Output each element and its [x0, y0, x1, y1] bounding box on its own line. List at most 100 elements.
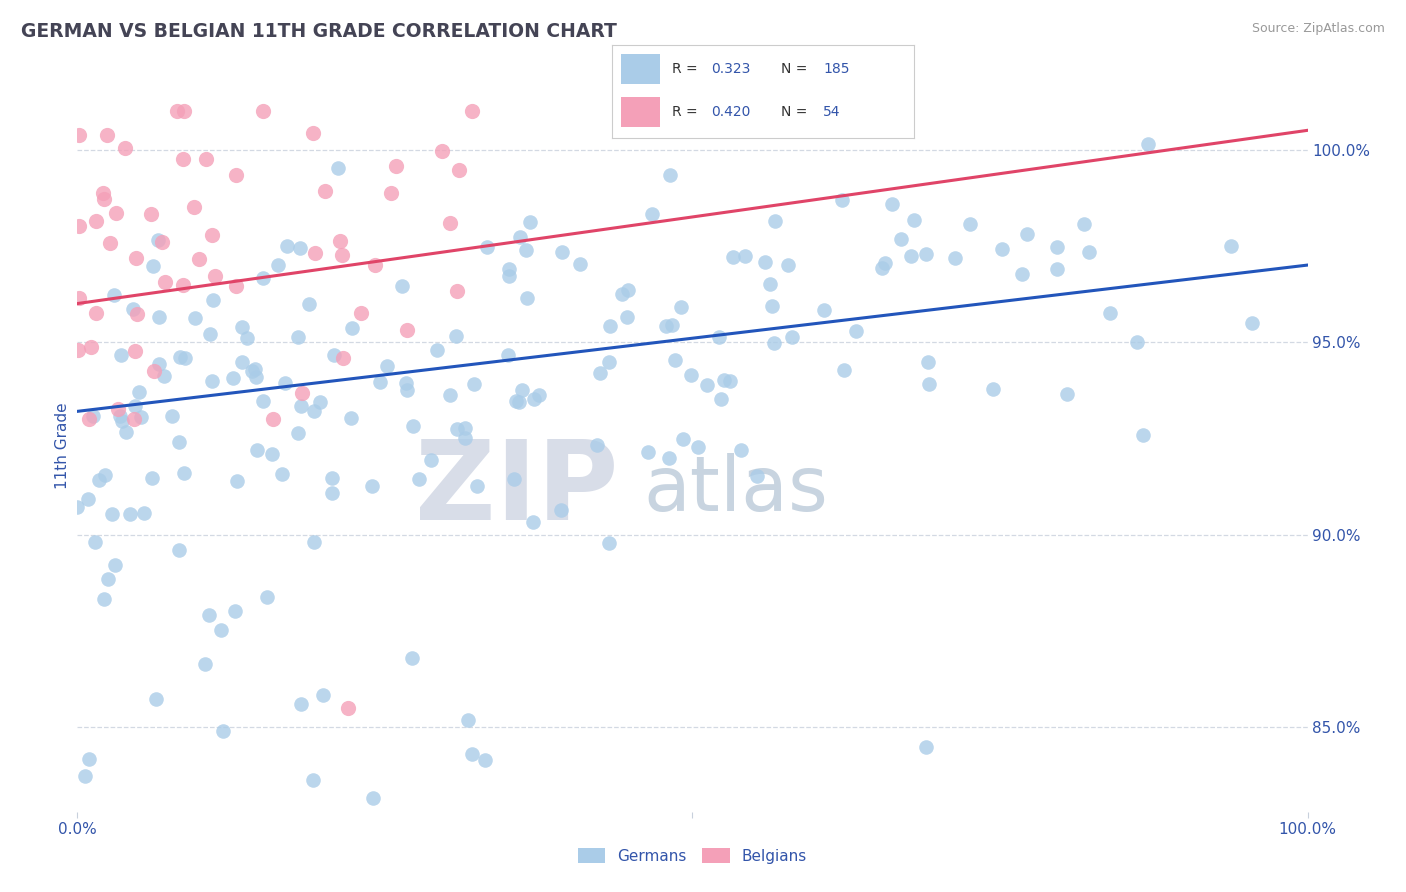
Point [1126, 334, 1149, 349]
Point [943, 251, 966, 265]
Point [114, 425, 136, 439]
Point [82, 409, 104, 423]
Point [880, 197, 903, 211]
Point [245, 361, 267, 376]
Point [108, 409, 131, 424]
Point [124, 344, 146, 359]
Point [599, 319, 621, 334]
Point [169, 543, 191, 558]
Point [672, 432, 695, 446]
Point [129, 409, 152, 424]
Point [84, 535, 107, 549]
Text: atlas: atlas [644, 453, 828, 527]
Point [145, 692, 167, 706]
Text: N =: N = [780, 62, 811, 76]
Point [274, 376, 297, 391]
Point [122, 412, 145, 426]
Point [1056, 387, 1078, 401]
Point [519, 215, 541, 229]
Point [498, 268, 520, 283]
Point [148, 357, 170, 371]
Point [212, 724, 235, 739]
Point [236, 331, 259, 345]
Point [169, 350, 191, 364]
Point [98, 236, 121, 251]
Point [439, 216, 461, 230]
Point [162, 409, 184, 423]
Point [340, 411, 363, 425]
Point [80, 340, 103, 354]
Point [446, 422, 468, 436]
Point [586, 437, 609, 451]
Point [454, 431, 477, 445]
Text: R =: R = [672, 105, 702, 119]
Point [401, 650, 423, 665]
Point [142, 259, 165, 273]
Point [505, 393, 527, 408]
Point [97, 572, 120, 586]
Point [148, 234, 170, 248]
Point [77, 752, 100, 766]
Point [734, 249, 756, 263]
Point [498, 262, 520, 277]
Point [304, 535, 326, 549]
Point [288, 241, 311, 255]
Point [201, 293, 224, 307]
Point [73, 769, 96, 783]
Point [270, 467, 292, 481]
Text: 0.323: 0.323 [711, 62, 751, 76]
Point [915, 740, 938, 755]
Point [312, 688, 335, 702]
Point [1219, 238, 1241, 252]
Point [512, 383, 534, 397]
Point [291, 385, 314, 400]
Point [302, 403, 325, 417]
Point [730, 443, 752, 458]
Point [395, 376, 418, 391]
Point [461, 747, 484, 761]
Point [332, 351, 354, 366]
Point [522, 515, 544, 529]
Point [640, 207, 662, 221]
Point [309, 394, 332, 409]
Point [262, 447, 284, 461]
Point [298, 296, 321, 310]
Point [361, 791, 384, 805]
Point [267, 258, 290, 272]
Point [66, 500, 89, 515]
Point [637, 445, 659, 459]
Point [523, 392, 546, 406]
Point [981, 383, 1004, 397]
Point [657, 451, 679, 466]
Legend: Germans, Belgians: Germans, Belgians [572, 842, 813, 870]
Point [430, 144, 453, 158]
Point [721, 250, 744, 264]
Point [447, 162, 470, 177]
Point [139, 207, 162, 221]
Point [747, 469, 769, 483]
Point [502, 472, 524, 486]
Point [262, 412, 284, 426]
Point [110, 348, 132, 362]
Point [1015, 227, 1038, 241]
Point [385, 159, 408, 173]
Point [66, 343, 89, 358]
Point [454, 420, 477, 434]
Point [408, 472, 430, 486]
Point [209, 623, 232, 637]
Point [127, 307, 149, 321]
Point [226, 474, 249, 488]
Point [508, 394, 530, 409]
Point [173, 467, 195, 481]
Point [94, 467, 117, 482]
Point [569, 257, 592, 271]
Point [89, 473, 111, 487]
Point [242, 364, 264, 378]
Point [1046, 261, 1069, 276]
Point [197, 607, 219, 622]
Point [1078, 244, 1101, 259]
Point [1241, 316, 1264, 330]
FancyBboxPatch shape [620, 54, 659, 84]
Point [713, 373, 735, 387]
Point [515, 243, 537, 257]
